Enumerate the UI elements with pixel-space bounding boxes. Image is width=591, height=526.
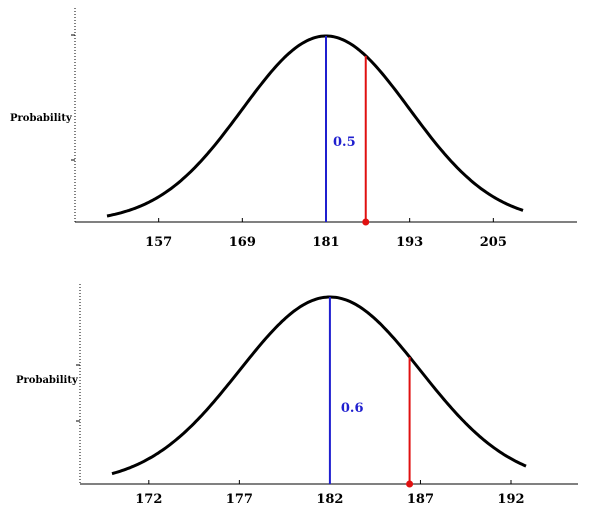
normal-curve	[111, 295, 527, 476]
y-axis-label: Probability	[10, 113, 73, 124]
x-tick-label-182: 182	[316, 492, 343, 507]
x-tick-label-192: 192	[497, 492, 524, 507]
chart-panel-1: Probability 157 169 181 193 205 0.5	[10, 8, 577, 250]
probability-annotation: 0.5	[333, 135, 356, 150]
x-tick-label-169: 169	[229, 235, 256, 250]
probability-annotation: 0.6	[341, 401, 364, 416]
x-tick-label-187: 187	[407, 492, 434, 507]
normal-curve	[106, 34, 524, 218]
x-tick-label-177: 177	[226, 492, 253, 507]
chart-panel-2: Probability 172 177 182 187 192 0.6	[16, 284, 578, 507]
x-tick-label-205: 205	[480, 235, 507, 250]
x-tick-label-157: 157	[145, 235, 172, 250]
x-tick-label-181: 181	[312, 235, 339, 250]
marker-point	[406, 480, 414, 488]
y-axis-label: Probability	[16, 375, 79, 386]
x-tick-label-172: 172	[135, 492, 162, 507]
x-tick-label-193: 193	[396, 235, 423, 250]
marker-point	[362, 218, 370, 226]
